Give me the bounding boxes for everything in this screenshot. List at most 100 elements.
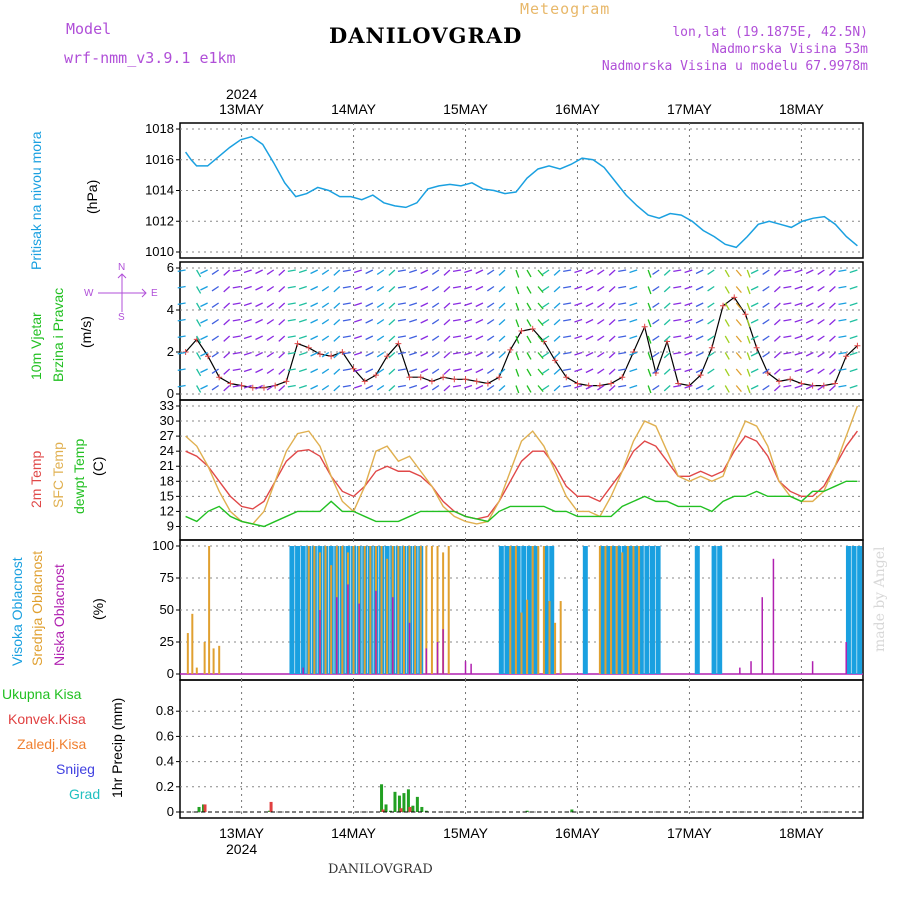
wind-arrow — [542, 368, 550, 375]
wind-speed-marker — [619, 374, 626, 381]
wind-arrow — [597, 318, 605, 325]
wind-arrow — [629, 318, 638, 323]
year-label-bottom: 2024 — [226, 841, 257, 857]
y-tick-label: 0.2 — [156, 779, 174, 794]
wind-arrow — [243, 269, 252, 274]
wind-speed-marker — [731, 294, 738, 301]
cloud-bar-2 — [336, 597, 338, 674]
wind-arrow — [475, 269, 484, 275]
wind-arrow — [618, 285, 627, 289]
wind-arrow — [420, 335, 429, 341]
wind-arrow — [762, 285, 770, 292]
wind-arrow — [498, 385, 506, 392]
wind-arrow — [464, 384, 473, 389]
cloud-bar-0 — [295, 546, 301, 674]
wind-arrow — [333, 335, 341, 342]
wind-arrow — [805, 384, 814, 390]
wind-arrow — [647, 269, 652, 278]
cloud-bar-2 — [319, 610, 321, 674]
wind-arrow — [475, 318, 484, 324]
y-tick-label: 2 — [167, 344, 174, 359]
wind-arrow — [255, 335, 263, 341]
wind-speed-marker — [507, 346, 514, 353]
wind-arrow — [211, 302, 220, 309]
wind-arrow — [695, 335, 704, 341]
wind-arrow — [342, 351, 351, 355]
wind-arrow — [342, 285, 351, 289]
wind-arrow — [849, 384, 858, 389]
wind-arrow — [574, 368, 583, 373]
wind-arrow — [735, 319, 742, 327]
wind-arrow — [750, 318, 759, 324]
wind-arrow — [828, 319, 836, 326]
wind-arrow — [783, 285, 792, 289]
wind-arrow — [287, 285, 296, 289]
y-tick-label: 1016 — [145, 152, 174, 167]
temp-line-0 — [185, 430, 858, 520]
wind-arrow — [526, 319, 532, 327]
wind-arrow — [278, 335, 286, 342]
wind-arrow — [773, 385, 781, 392]
cloud-bar-1 — [419, 546, 422, 674]
wind-arrow — [652, 351, 660, 358]
cloud-bar-1 — [195, 667, 198, 674]
wind-arrow — [321, 269, 330, 276]
wind-arrow — [287, 302, 296, 306]
wind-speed-marker — [764, 370, 771, 376]
wind-arrow — [608, 368, 616, 375]
cloud-bar-1 — [447, 546, 450, 674]
cloud-bar-1 — [313, 546, 316, 674]
precip-bar-0 — [393, 791, 397, 812]
wind-arrow — [805, 351, 814, 357]
model-altitude-text: Nadmorska Visina u modelu 67.9978m — [601, 59, 868, 74]
wind-arrow — [464, 285, 473, 290]
wind-arrow — [376, 318, 385, 325]
cloud-bar-0 — [599, 546, 605, 674]
wind-arrow — [724, 385, 730, 393]
wind-arrow — [849, 302, 858, 307]
wind-arrow — [486, 351, 495, 358]
wind-arrow — [817, 302, 825, 309]
wind-arrow — [553, 335, 561, 342]
wind-arrow — [618, 318, 627, 322]
cloud-bar-1 — [191, 613, 194, 674]
wind-arrow — [211, 384, 220, 391]
cloud-bar-0 — [582, 546, 588, 674]
cloud-bar-0 — [638, 546, 644, 674]
wind-arrow — [431, 384, 440, 391]
wind-arrow — [647, 286, 652, 295]
wind-arrow — [515, 302, 520, 311]
wind-arrow — [452, 302, 462, 306]
wind-arrow — [750, 285, 759, 291]
y-tick-label: 18 — [160, 473, 174, 488]
wind-arrow — [684, 302, 693, 307]
wind-arrow — [431, 368, 440, 375]
wind-arrow — [243, 318, 252, 323]
wind-arrow — [585, 302, 594, 308]
legend-frz-rain: Zaledj.Kisa — [17, 736, 87, 752]
y-tick-label: 4 — [167, 302, 174, 317]
wind-arrow — [618, 384, 627, 388]
cloud-bar-1 — [186, 633, 189, 674]
cloud-bar-1 — [369, 546, 372, 674]
wind-arrow — [232, 318, 241, 322]
wind-arrow — [673, 351, 682, 355]
wind-arrow — [574, 302, 583, 307]
wind-arrow — [321, 384, 330, 391]
wind-arrow — [828, 269, 836, 276]
wind-arrow — [443, 286, 451, 293]
wind-arrow — [333, 319, 341, 326]
wind-arrow — [365, 351, 374, 357]
wind-arrow — [200, 269, 208, 275]
wind-speed-marker — [316, 351, 323, 358]
wind-arrow — [321, 318, 330, 325]
cloud-bar-0 — [627, 546, 633, 674]
wind-arrow — [663, 352, 671, 359]
wind-arrow — [684, 384, 693, 389]
wind-arrow — [498, 319, 506, 326]
wind-arrow — [287, 335, 296, 339]
wind-arrow — [542, 285, 550, 292]
wind-speed-marker — [384, 353, 391, 360]
wind-arrow — [750, 384, 759, 390]
wind-speed-marker — [496, 374, 503, 381]
